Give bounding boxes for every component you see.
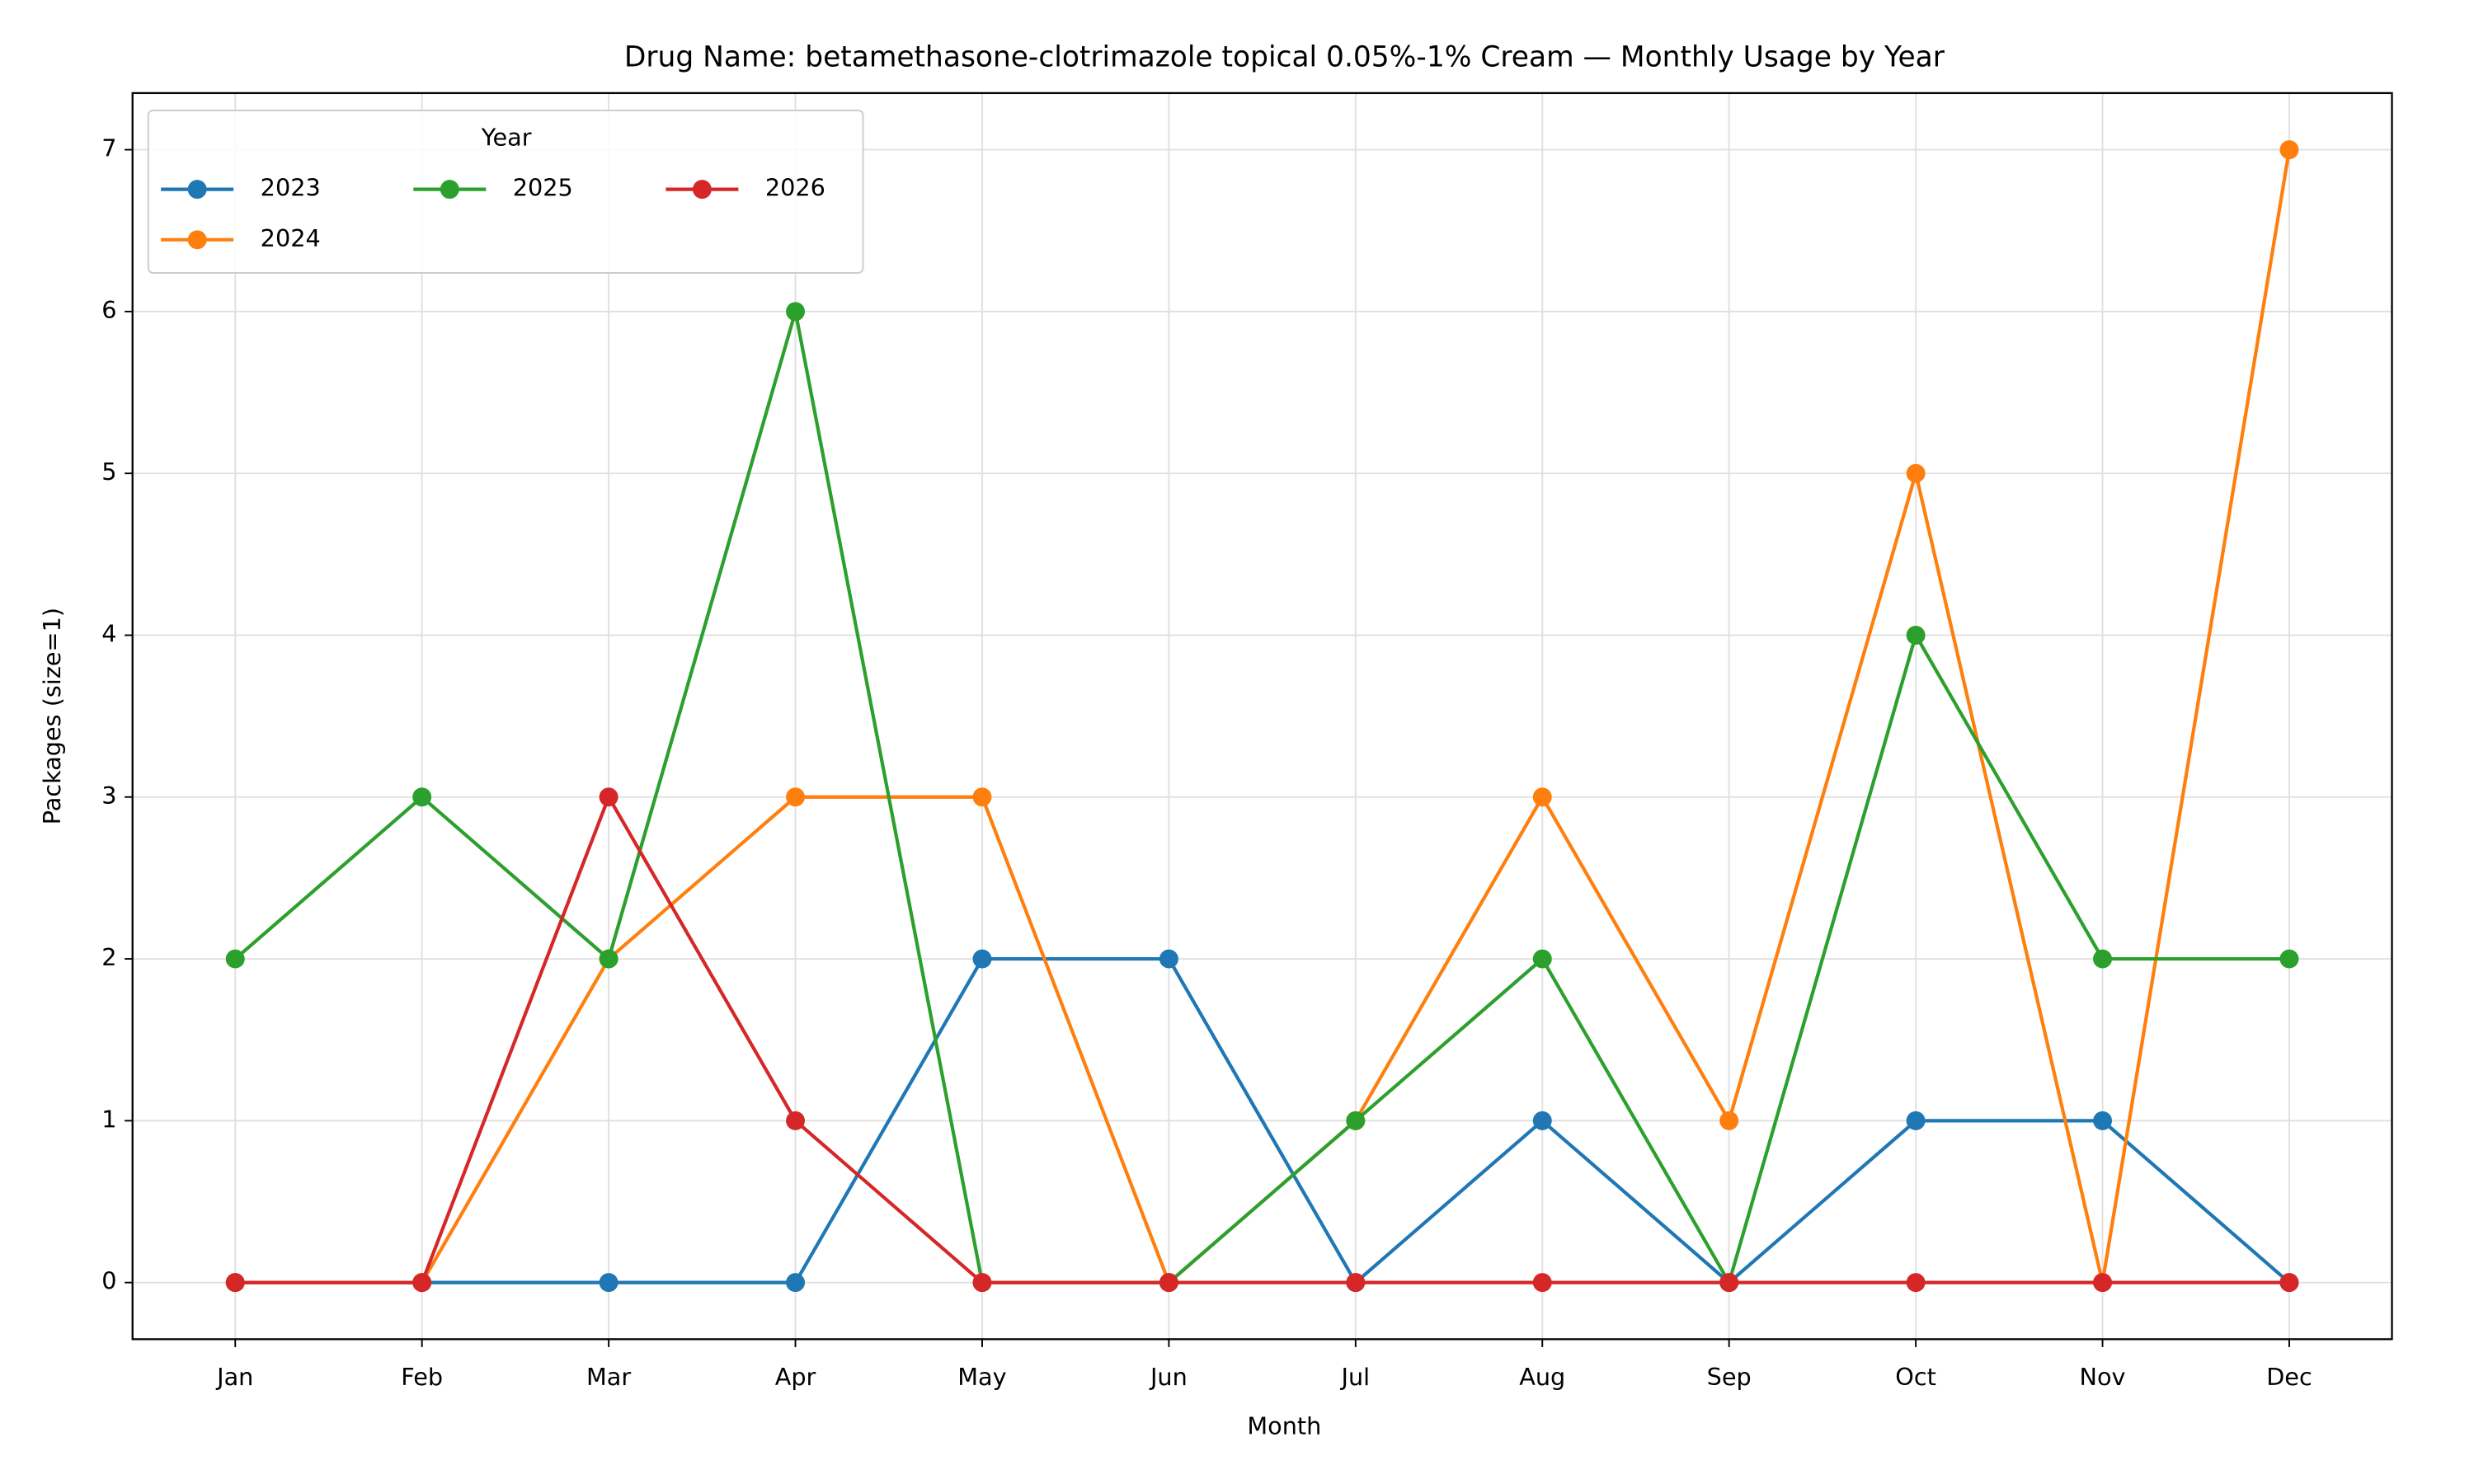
data-point [599, 1273, 618, 1293]
data-point [599, 949, 618, 969]
data-point [1719, 1111, 1739, 1130]
x-tick-label: Jun [1149, 1363, 1188, 1391]
y-tick-label: 7 [101, 134, 116, 162]
y-axis-label: Packages (size=1) [38, 608, 66, 824]
x-tick-label: Jul [1340, 1363, 1371, 1391]
data-point [1906, 625, 1926, 645]
legend-label: 2024 [261, 224, 321, 252]
data-point [2093, 1111, 2113, 1130]
x-tick-label: Feb [401, 1363, 443, 1391]
legend-marker [187, 180, 207, 200]
x-tick-label: Dec [2266, 1363, 2312, 1391]
legend-marker [187, 230, 207, 250]
data-point [225, 1273, 245, 1293]
data-point [1906, 463, 1926, 483]
data-point [786, 1273, 806, 1293]
data-point [1906, 1273, 1926, 1293]
x-axis-label: Month [1247, 1412, 1321, 1440]
legend-marker [440, 180, 459, 200]
axes-frame [131, 92, 2393, 1341]
data-point [786, 302, 806, 322]
data-point [1906, 1111, 1926, 1130]
series-line [235, 792, 2289, 1284]
x-tick-label: Jan [215, 1363, 253, 1391]
data-point [1532, 787, 1552, 807]
data-point [972, 1273, 992, 1293]
data-point [1532, 949, 1552, 969]
data-point [972, 787, 992, 807]
data-point [1532, 1111, 1552, 1130]
series-line [233, 311, 2289, 1287]
legend-title: Year [481, 123, 532, 151]
data-point [1532, 1273, 1552, 1293]
x-tick-label: Apr [775, 1363, 816, 1391]
legend-label: 2023 [261, 174, 321, 202]
data-point [412, 1273, 432, 1293]
data-point [1346, 1111, 1366, 1130]
data-point [1159, 1273, 1178, 1293]
y-tick-label: 1 [101, 1105, 116, 1133]
y-tick-label: 5 [101, 458, 116, 486]
data-point [1346, 1273, 1366, 1293]
data-point [412, 787, 432, 807]
x-tick-label: May [957, 1363, 1006, 1391]
x-tick-label: Aug [1519, 1363, 1565, 1391]
data-point [2279, 949, 2299, 969]
x-tick-label: Mar [586, 1363, 631, 1391]
y-tick-label: 2 [101, 943, 116, 971]
legend-box [147, 109, 864, 274]
legend-label: 2026 [765, 174, 825, 202]
legend-marker [692, 180, 712, 200]
data-point [786, 1111, 806, 1130]
chart-title: Drug Name: betamethasone-clotrimazole to… [624, 40, 1945, 73]
y-tick-label: 0 [101, 1267, 116, 1295]
data-point [2279, 140, 2299, 160]
y-tick-label: 3 [101, 782, 116, 810]
data-point [1159, 949, 1178, 969]
legend: Year 2023 2024 2025 2026 [147, 109, 864, 274]
y-tick-label: 6 [101, 296, 116, 324]
data-point [599, 787, 618, 807]
data-point [2093, 1273, 2113, 1293]
x-tick-label: Nov [2080, 1363, 2126, 1391]
data-point [2279, 1273, 2299, 1293]
data-point [786, 787, 806, 807]
data-point [225, 949, 245, 969]
data-point [1719, 1273, 1739, 1293]
data-point [972, 949, 992, 969]
legend-label: 2025 [513, 174, 573, 202]
x-tick-label: Oct [1895, 1363, 1936, 1391]
x-tick-label: Sep [1707, 1363, 1752, 1391]
data-point [2093, 949, 2113, 969]
plot [225, 140, 2299, 1293]
series-line [235, 956, 2291, 1285]
y-tick-label: 4 [101, 619, 116, 647]
